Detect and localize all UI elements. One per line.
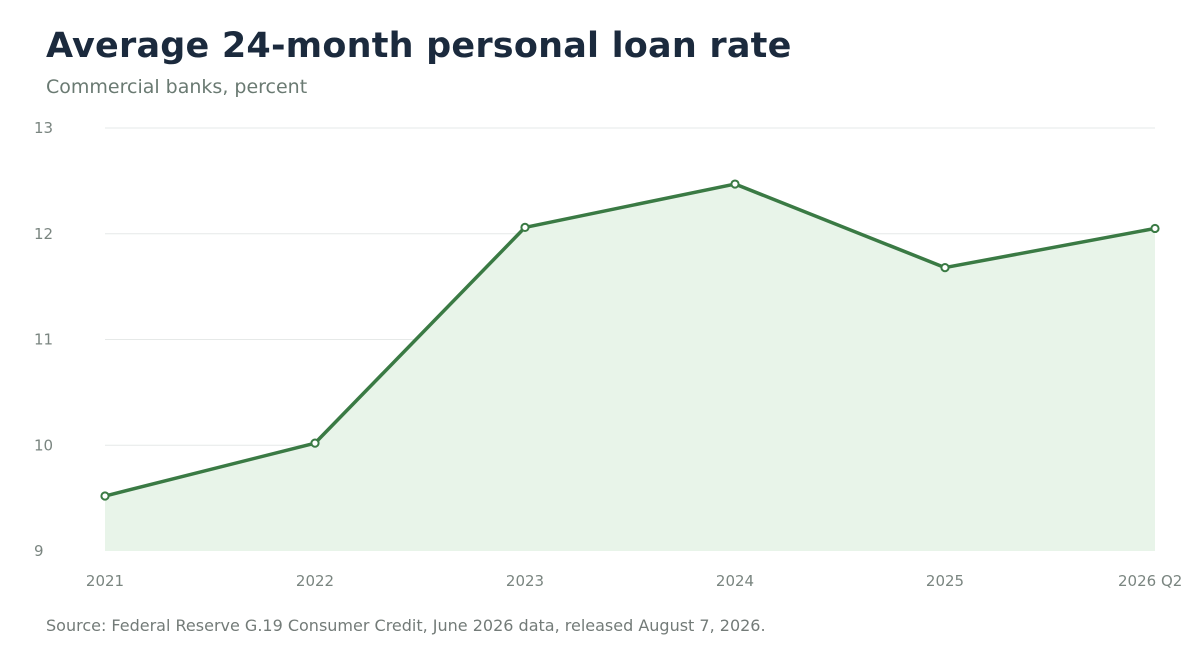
- data-point-2021: [100, 491, 110, 501]
- x-tick-label-2025: 2025: [926, 572, 964, 590]
- x-tick-label-2026-q2: 2026 Q2: [1118, 572, 1182, 590]
- x-tick-label-2022: 2022: [296, 572, 334, 590]
- x-axis-ticks: 2021 2022 2023 2024 2025 2026 Q2: [86, 572, 1182, 590]
- y-tick-label-9: 9: [34, 542, 44, 560]
- data-point-2023: [520, 222, 530, 233]
- chart-subtitle: Commercial banks, percent: [46, 76, 308, 98]
- y-tick-label-13: 13: [34, 119, 53, 137]
- area-fill: [105, 184, 1155, 552]
- x-tick-label-2021: 2021: [86, 572, 124, 590]
- chart-title: Average 24-month personal loan rate: [46, 26, 792, 66]
- series-line-layer: [103, 182, 1157, 498]
- x-tick-label-2024: 2024: [716, 572, 754, 590]
- y-tick-label-12: 12: [34, 225, 53, 243]
- data-point-2025: [940, 262, 950, 273]
- data-point-2024: [730, 179, 740, 189]
- source-note: Source: Federal Reserve G.19 Consumer Cr…: [46, 616, 766, 635]
- y-tick-label-10: 10: [34, 436, 53, 454]
- data-markers: [100, 179, 1160, 501]
- x-tick-label-2023: 2023: [506, 572, 544, 590]
- series-line: [103, 182, 1157, 498]
- data-point-2026-q2: [1150, 223, 1160, 234]
- y-axis-ticks: 9 10 11 12 13: [34, 119, 53, 560]
- area-fill-layer: [105, 184, 1155, 552]
- data-point-2022: [310, 438, 320, 448]
- y-tick-label-11: 11: [34, 331, 53, 349]
